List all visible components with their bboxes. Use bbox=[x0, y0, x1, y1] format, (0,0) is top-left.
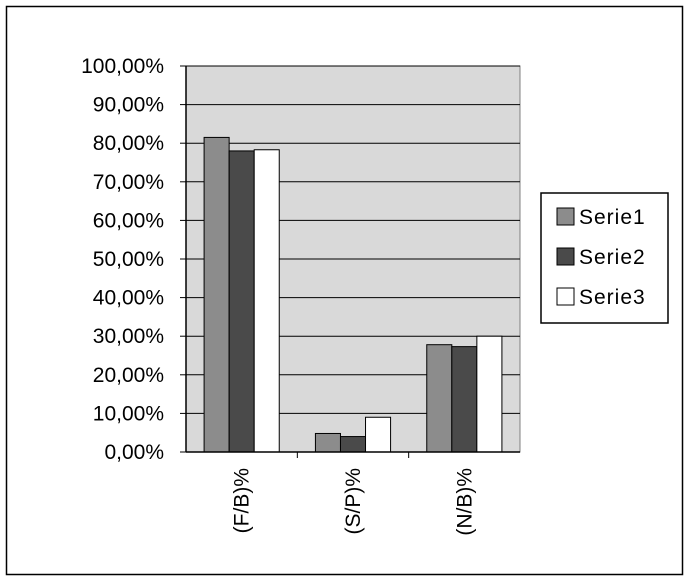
y-tick-label: 40,00% bbox=[93, 287, 164, 310]
bar-serie2 bbox=[339, 436, 367, 453]
bar-serie1 bbox=[314, 432, 341, 453]
bars bbox=[203, 136, 503, 453]
y-tick-label: 60,00% bbox=[93, 209, 164, 232]
y-axis: 0,00% 10,00% 20,00% 30,00% 40,00% 50,00% 60,00… bbox=[81, 55, 187, 464]
x-tick-label: (N/B)% bbox=[453, 468, 476, 536]
bar-serie3 bbox=[476, 335, 503, 453]
legend-swatch bbox=[556, 207, 575, 226]
x-tick-label: (S/P)% bbox=[342, 468, 365, 535]
y-tick-label: 70,00% bbox=[93, 171, 164, 194]
bar-serie2 bbox=[451, 346, 478, 453]
y-tick-label: 10,00% bbox=[93, 402, 164, 425]
x-axis: (F/B)% (S/P)% (N/B)% bbox=[186, 451, 520, 536]
bar-serie2 bbox=[228, 150, 255, 453]
bar-serie3 bbox=[253, 149, 280, 453]
y-tick-label: 100,00% bbox=[81, 55, 164, 78]
legend-label: Serie3 bbox=[579, 286, 646, 309]
y-tick-label: 80,00% bbox=[93, 132, 164, 155]
x-tick-label: (F/B)% bbox=[231, 468, 254, 533]
legend: Serie1 Serie2 Serie3 bbox=[540, 192, 669, 324]
legend-swatch bbox=[556, 247, 575, 266]
bar-serie1 bbox=[426, 344, 453, 453]
y-tick-label: 20,00% bbox=[93, 364, 164, 387]
y-tick-label: 50,00% bbox=[93, 248, 164, 271]
y-tick-label: 90,00% bbox=[93, 94, 164, 117]
legend-label: Serie2 bbox=[579, 246, 646, 269]
bar-serie1 bbox=[203, 136, 230, 453]
legend-swatch bbox=[556, 287, 575, 306]
legend-label: Serie1 bbox=[579, 206, 646, 229]
y-tick-label: 30,00% bbox=[93, 325, 164, 348]
bar-serie3 bbox=[365, 416, 392, 453]
y-tick-label: 0,00% bbox=[104, 441, 164, 464]
